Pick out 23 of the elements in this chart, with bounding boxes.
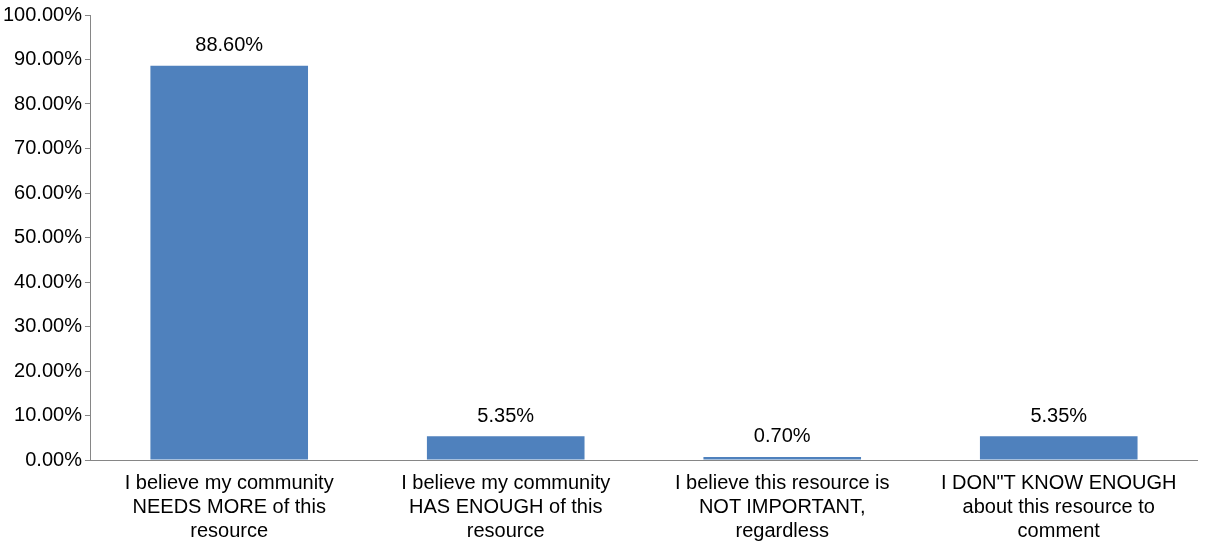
x-tick-label: I DON"T KNOW ENOUGH about this resource to comment [940,470,1177,541]
x-tick-label: I believe my community NEEDS MORE of this resource [124,470,334,541]
x-tick-label: I believe this resource is NOT IMPORTANT, regardless [674,470,890,541]
y-tick-label: 0.00% [25,447,83,470]
bar [979,436,1138,460]
y-tick-label: 100.00% [2,2,83,25]
y-tick-label: 90.00% [14,47,83,70]
data-label: 88.60% [195,33,264,56]
bar [150,65,309,460]
data-label: 0.70% [753,424,811,447]
x-tick-label: I believe my community HAS ENOUGH of this resource [401,470,611,541]
y-tick-label: 20.00% [14,358,83,381]
data-label: 5.35% [1030,403,1088,426]
bar [703,456,862,460]
y-tick-label: 10.00% [14,403,83,426]
y-tick-label: 30.00% [14,314,83,337]
y-tick-label: 60.00% [14,180,83,203]
bar [426,436,585,460]
y-tick-label: 70.00% [14,136,83,159]
y-tick-label: 40.00% [14,269,83,292]
data-label: 5.35% [477,403,535,426]
y-tick-label: 50.00% [14,225,83,248]
y-tick-label: 80.00% [14,91,83,114]
